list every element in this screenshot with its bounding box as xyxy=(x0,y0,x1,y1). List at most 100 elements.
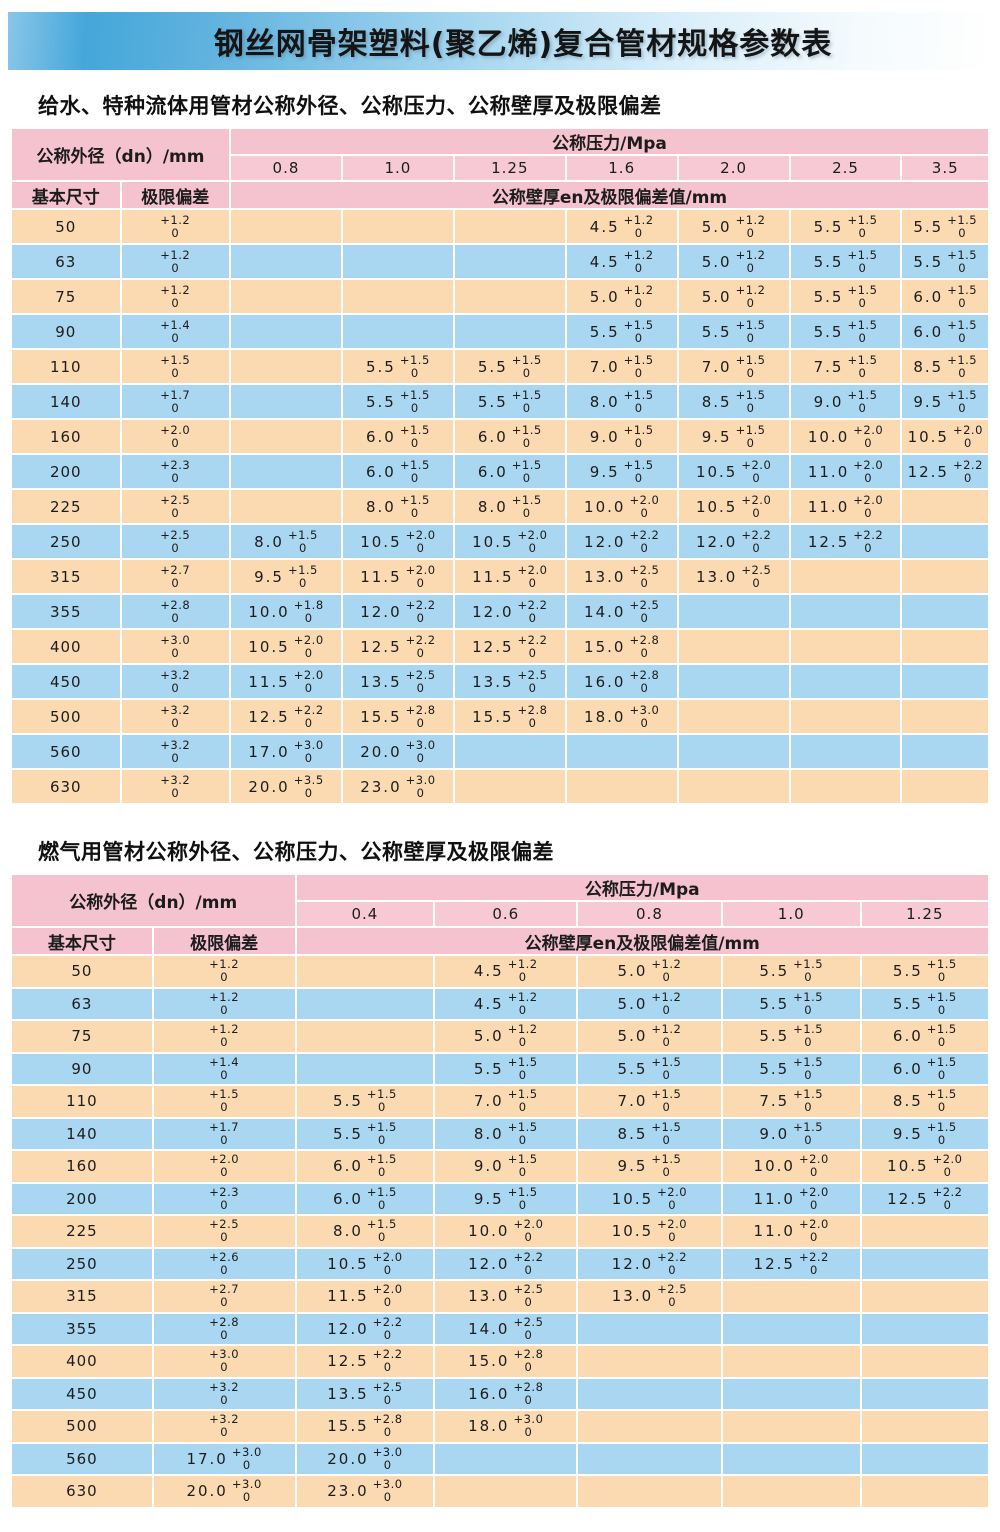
dn-cell: 160 xyxy=(12,420,120,453)
tolerance-stack: +1.5 0 xyxy=(400,388,430,415)
tolerance-stack: +1.7 0 xyxy=(160,388,190,415)
thickness-value: 9.5 xyxy=(473,1189,504,1208)
tolerance-stack: +2.0 0 xyxy=(853,423,883,450)
tolerance-lower: 0 xyxy=(524,1392,533,1407)
tolerance-lower: 0 xyxy=(662,1132,671,1147)
tolerance-upper: +2.0 xyxy=(741,457,772,472)
tolerance-stack: +1.5 0 xyxy=(367,1218,397,1244)
tolerance-lower: 0 xyxy=(864,540,873,555)
tolerance-upper: +1.5 xyxy=(366,1087,397,1102)
thickness-with-tolerance: +1.4 0 xyxy=(122,318,230,345)
thickness-value: 7.0 xyxy=(473,1092,504,1111)
tolerance-lower: 0 xyxy=(746,400,755,415)
tolerance-stack: +2.0 0 xyxy=(294,633,324,660)
tolerance-stack: +2.8 0 xyxy=(209,1315,239,1342)
thickness-value: 5.5 xyxy=(913,217,944,236)
thickness-value: 8.0 xyxy=(589,392,620,411)
tolerance-stack: +1.4 0 xyxy=(160,318,190,345)
tolerance-upper: +2.0 xyxy=(209,1152,240,1167)
thickness-with-tolerance: 9.0 +1.5 0 xyxy=(435,1153,576,1179)
thickness-value: 12.0 xyxy=(611,1254,654,1273)
thickness-cell: 5.5 +1.5 0 xyxy=(435,1053,577,1084)
tolerance-upper: +3.5 xyxy=(293,772,324,787)
tolerance-lower: 0 xyxy=(958,295,967,310)
tolerance-upper: +1.5 xyxy=(623,352,654,367)
thickness-cell: 12.0 +2.2 0 xyxy=(566,525,677,558)
thickness-with-tolerance: 12.0 +2.2 0 xyxy=(343,598,453,625)
tolerance-upper: +2.5 xyxy=(517,667,548,682)
tolerance-upper: +1.5 xyxy=(793,1119,824,1134)
tolerance-upper: +1.5 xyxy=(399,492,430,507)
tolerance-lower: 0 xyxy=(524,1230,533,1245)
tolerance-upper: +2.8 xyxy=(160,597,191,612)
tolerance-lower: 0 xyxy=(634,365,643,380)
tolerance-stack: +1.2 0 xyxy=(508,958,538,984)
thickness-value: 13.5 xyxy=(327,1384,369,1403)
thickness-value: 8.5 xyxy=(892,1092,923,1111)
thickness-cell: 15.5 +2.8 0 xyxy=(296,1411,434,1442)
thickness-cell: 13.0 +2.5 0 xyxy=(678,560,789,593)
tolerance-stack: +2.0 0 xyxy=(657,1185,687,1212)
tolerance-upper: +2.2 xyxy=(853,527,884,542)
thickness-cell xyxy=(902,490,988,523)
thickness-with-tolerance: 12.5 +2.2 0 xyxy=(343,633,453,660)
thickness-with-tolerance: 13.5 +2.5 0 xyxy=(297,1380,434,1407)
tolerance-upper: +2.2 xyxy=(372,1314,403,1329)
thickness-with-tolerance: 23.0 +3.0 0 xyxy=(297,1478,434,1504)
thickness-cell: 5.5 +1.5 0 xyxy=(902,245,988,278)
thickness-value: 7.5 xyxy=(759,1092,790,1111)
deviation-cell: +1.7 0 xyxy=(121,385,230,418)
tolerance-stack: +1.2 0 xyxy=(624,248,654,275)
thickness-with-tolerance: 5.5 +1.5 0 xyxy=(578,1055,721,1082)
tolerance-stack: +2.8 0 xyxy=(518,703,548,730)
tolerance-lower: 0 xyxy=(640,680,649,695)
tolerance-stack: +2.2 0 xyxy=(406,633,436,660)
tolerance-stack: +2.0 0 xyxy=(657,1218,687,1244)
dn-cell: 160 xyxy=(12,1151,152,1182)
thickness-value: 5.0 xyxy=(617,962,648,981)
thickness-cell: 12.0 +2.2 0 xyxy=(578,1248,721,1279)
thickness-with-tolerance: 10.0 +2.0 0 xyxy=(567,493,677,520)
tolerance-upper: +1.5 xyxy=(507,1152,538,1167)
tolerance-lower: 0 xyxy=(804,1002,813,1017)
thickness-value: 16.0 xyxy=(468,1384,510,1403)
thickness-with-tolerance: 11.5 +2.0 0 xyxy=(455,562,565,590)
tolerance-lower: 0 xyxy=(943,1197,952,1212)
thickness-cell: 5.0 +1.2 0 xyxy=(578,988,721,1019)
thickness-cell: 14.0 +2.5 0 xyxy=(435,1313,577,1344)
thickness-with-tolerance: 5.5 +1.5 0 xyxy=(435,1055,576,1082)
thickness-with-tolerance: 5.5 +1.5 0 xyxy=(902,248,988,275)
thickness-value: 5.5 xyxy=(759,1059,790,1078)
thickness-cell xyxy=(578,1378,721,1409)
tolerance-lower: 0 xyxy=(410,470,419,485)
tolerance-upper: +1.5 xyxy=(399,422,430,437)
thickness-cell xyxy=(342,315,453,348)
tolerance-lower: 0 xyxy=(528,715,537,730)
tolerance-stack: +2.2 0 xyxy=(518,633,548,660)
thickness-cell xyxy=(231,245,341,278)
thickness-with-tolerance: 8.5 +1.5 0 xyxy=(679,388,789,415)
thickness-cell: 5.0 +1.2 0 xyxy=(678,210,789,243)
tolerance-upper: +1.5 xyxy=(160,352,191,367)
tolerance-upper: +2.0 xyxy=(517,562,548,577)
thickness-with-tolerance: +2.8 0 xyxy=(154,1315,295,1342)
thickness-value: 9.5 xyxy=(254,567,284,586)
thickness-cell: 10.0 +1.8 0 xyxy=(231,595,341,628)
thickness-cell: 10.5 +2.0 0 xyxy=(231,630,341,663)
tolerance-upper: +3.2 xyxy=(160,702,191,717)
thickness-value: 6.0 xyxy=(892,1059,923,1078)
tolerance-lower: 0 xyxy=(958,365,967,380)
tolerance-lower: 0 xyxy=(416,785,425,800)
tolerance-upper: +3.2 xyxy=(160,772,191,787)
thickness-with-tolerance: 17.0 +3.0 0 xyxy=(231,738,341,765)
pressure-header: 公称压力/Mpa xyxy=(231,129,988,154)
thickness-cell: 10.5 +2.0 0 xyxy=(342,525,453,558)
tolerance-upper: +3.0 xyxy=(231,1444,262,1459)
thickness-cell xyxy=(902,560,988,593)
tolerance-stack: +1.5 0 xyxy=(736,353,766,380)
thickness-cell xyxy=(861,1411,988,1442)
tolerance-lower: 0 xyxy=(220,1067,229,1082)
pressure-value-header: 2.0 xyxy=(678,156,789,180)
spec-row: 450 +3.2 0 11.5 +2.0 0 13.5 +2.5 0 13.5 +2.5 0 16.0 +… xyxy=(12,665,988,698)
thickness-cell xyxy=(861,1216,988,1247)
